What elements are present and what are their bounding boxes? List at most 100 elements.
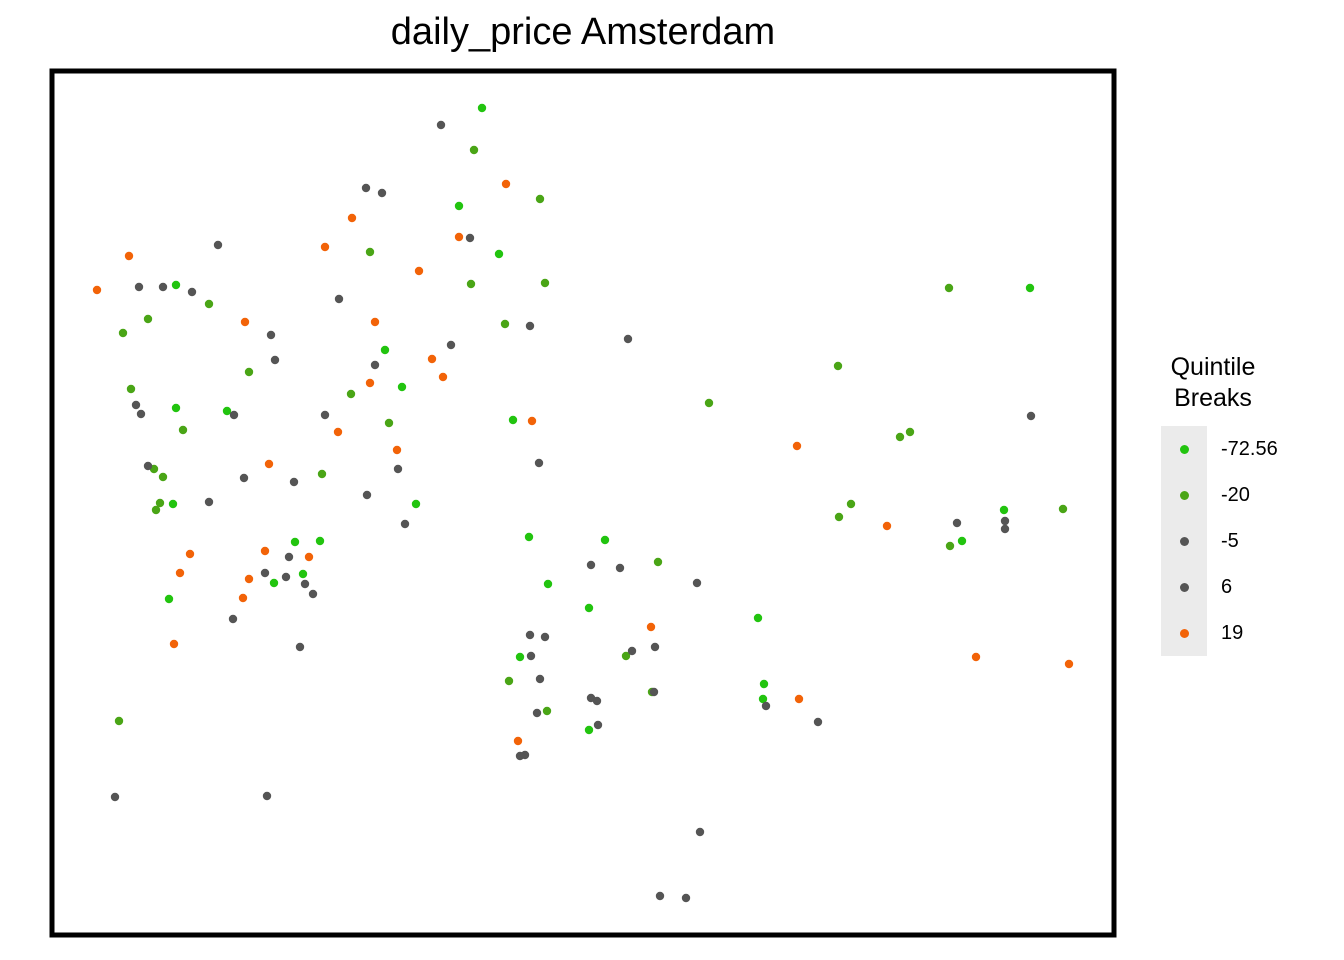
legend-dot [1179,628,1189,638]
data-point [586,560,596,570]
data-point [298,569,308,579]
data-point [222,406,232,416]
data-point [158,282,168,292]
data-point [295,642,305,652]
data-point [289,477,299,487]
data-point [846,499,856,509]
data-point [761,701,771,711]
data-point [266,330,276,340]
data-point [466,279,476,289]
legend-label: -5 [1221,529,1239,552]
data-point [131,400,141,410]
legend-dot [1179,536,1189,546]
data-point [320,242,330,252]
data-point [380,345,390,355]
data-point [436,120,446,130]
data-point [365,378,375,388]
data-point [905,427,915,437]
legend-title: Quintile Breaks [1150,352,1276,414]
data-point [238,593,248,603]
data-point [400,519,410,529]
legend-label: -20 [1221,483,1250,506]
data-point [526,651,536,661]
data-point [151,505,161,515]
data-point [164,594,174,604]
data-point [477,103,487,113]
data-point [168,499,178,509]
data-point [346,389,356,399]
data-point [508,415,518,425]
data-point [304,552,314,562]
data-point [118,328,128,338]
legend-key [1161,518,1207,564]
data-point [500,319,510,329]
data-point [158,472,168,482]
data-point [281,572,291,582]
data-point [175,568,185,578]
data-point [1026,411,1036,421]
data-point [244,367,254,377]
data-point [944,283,954,293]
data-point [535,674,545,684]
data-point [300,579,310,589]
data-point [454,201,464,211]
legend-dot [1179,582,1189,592]
data-point [270,355,280,365]
data-point [1000,524,1010,534]
data-point [753,613,763,623]
data-point [957,536,967,546]
data-point [370,317,380,327]
data-point [361,183,371,193]
data-point [534,458,544,468]
data-point [621,651,631,661]
data-point [204,497,214,507]
data-point [524,532,534,542]
legend-dot [1179,490,1189,500]
plot-panel-border [49,68,1117,938]
data-point [465,233,475,243]
data-point [504,676,514,686]
data-point [592,696,602,706]
data-point [414,266,424,276]
data-point [446,340,456,350]
data-point [134,282,144,292]
chart-title: daily_price Amsterdam [390,11,776,53]
data-point [370,360,380,370]
legend-entry: -72.56 [1161,426,1300,472]
data-point [169,639,179,649]
legend: Quintile Breaks -72.56 -20 -5 6 19 [1150,352,1300,656]
data-point [515,751,525,761]
data-point [704,398,714,408]
data-point [542,706,552,716]
data-point [320,410,330,420]
data-point [290,537,300,547]
data-point [952,518,962,528]
data-point [244,574,254,584]
data-point [584,603,594,613]
data-point [543,579,553,589]
legend-label: 6 [1221,575,1233,598]
data-point [143,314,153,324]
legend-key [1161,564,1207,610]
legend-entry: -5 [1161,518,1300,564]
data-point [515,652,525,662]
data-point [623,334,633,344]
data-point [317,469,327,479]
data-point [362,490,372,500]
legend-entry: 6 [1161,564,1300,610]
data-point [438,372,448,382]
data-point [692,578,702,588]
data-point [600,535,610,545]
data-point [397,382,407,392]
data-point [240,317,250,327]
data-point [494,249,504,259]
data-point [377,188,387,198]
data-point [469,145,479,155]
data-point [792,441,802,451]
legend-entry: 19 [1161,610,1300,656]
data-point [269,578,279,588]
data-point [392,445,402,455]
data-point [393,464,403,474]
data-point [384,418,394,428]
data-point [971,652,981,662]
